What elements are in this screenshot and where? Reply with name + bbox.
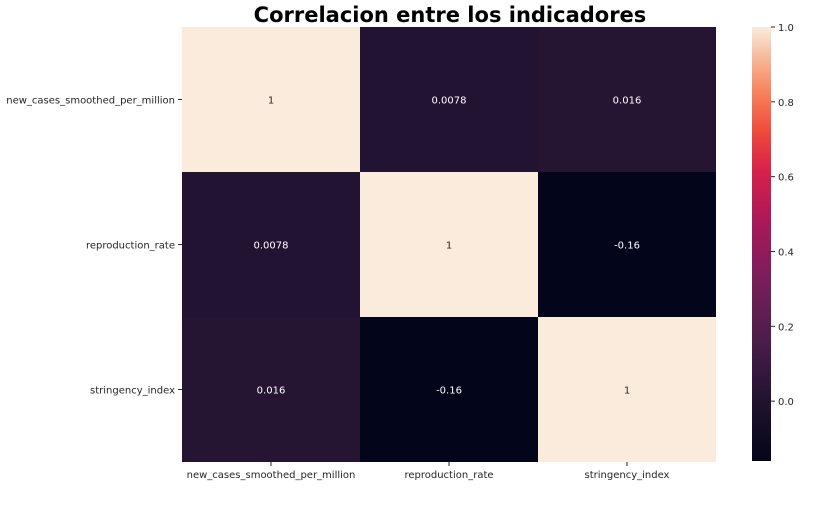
row-label: reproduction_rate [86, 241, 175, 252]
heatmap-cell [538, 172, 716, 317]
colorbar-ticks: 0.0 0.2 0.4 0.6 0.8 1.0 [771, 23, 794, 408]
chart-title: Correlacion entre los indicadores [254, 3, 647, 27]
row-labels: new_cases_smoothed_per_million reproducti… [6, 96, 182, 397]
column-labels: new_cases_smoothed_per_million reproducti… [187, 462, 670, 481]
cell-value-label: 1 [446, 241, 452, 252]
cell-value-label: 0.0078 [432, 96, 467, 107]
colorbar-tick-label: 1.0 [778, 23, 794, 34]
cell-value-label: -0.16 [436, 386, 462, 397]
row-label: stringency_index [90, 386, 175, 397]
heatmap-cell [182, 27, 360, 172]
cell-value-label: 1 [268, 96, 274, 107]
column-label: new_cases_smoothed_per_million [187, 470, 356, 481]
colorbar-tick-label: 0.0 [778, 397, 794, 408]
heatmap-cell [538, 317, 716, 462]
heatmap-cell [360, 172, 538, 317]
colorbar-tick-label: 0.4 [778, 247, 794, 258]
colorbar-gradient [752, 27, 771, 461]
column-label: reproduction_rate [404, 470, 493, 481]
heatmap-cell [182, 172, 360, 317]
cell-value-label: -0.16 [614, 241, 640, 252]
heatmap-cell [360, 317, 538, 462]
colorbar [752, 27, 771, 461]
heatmap-cell [182, 317, 360, 462]
row-label: new_cases_smoothed_per_million [6, 96, 175, 107]
colorbar-tick-label: 0.8 [778, 98, 794, 109]
heatmap-cell [360, 27, 538, 172]
cell-value-label: 0.0078 [254, 241, 289, 252]
colorbar-tick-label: 0.6 [778, 173, 794, 184]
colorbar-tick-label: 0.2 [778, 322, 794, 333]
cell-value-label: 0.016 [257, 386, 286, 397]
cell-value-label: 0.016 [613, 96, 642, 107]
heatmap-cells: 1 0.0078 0.016 0.0078 1 -0.16 0.016 -0.16 1 [182, 27, 716, 462]
cell-value-label: 1 [624, 386, 630, 397]
column-label: stringency_index [585, 470, 670, 481]
heatmap-cell [538, 27, 716, 172]
